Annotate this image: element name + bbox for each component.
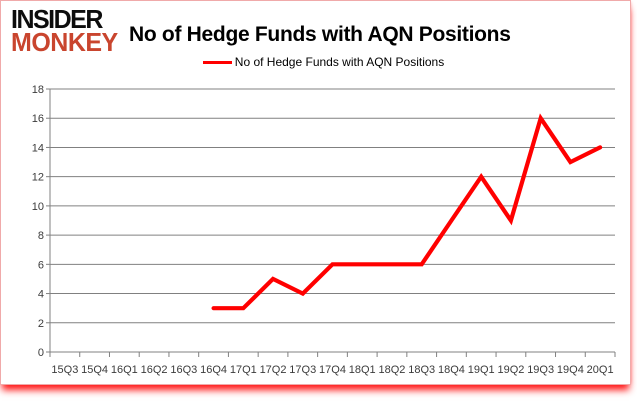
- x-axis-tick-label: 18Q1: [349, 364, 376, 376]
- legend-line-swatch: [202, 60, 232, 64]
- x-axis-tick-label: 19Q2: [497, 364, 524, 376]
- y-axis-tick-label: 10: [32, 201, 44, 213]
- x-axis-tick-label: 15Q3: [51, 364, 78, 376]
- x-axis-tick-label: 17Q1: [230, 364, 257, 376]
- data-line: [211, 113, 603, 311]
- x-axis-tick-label: 16Q1: [111, 364, 138, 376]
- y-axis-tick-label: 0: [38, 347, 44, 359]
- y-axis-tick-label: 2: [38, 318, 44, 330]
- y-axis-tick-label: 18: [32, 84, 44, 96]
- y-axis-tick-label: 12: [32, 172, 44, 184]
- x-axis-tick-label: 17Q2: [260, 364, 287, 376]
- logo-word-monkey: MONKEY: [11, 27, 118, 58]
- logo-word-insider: INSIDER: [11, 4, 103, 35]
- y-axis-tick-label: 4: [38, 289, 44, 301]
- y-axis-tick-label: 6: [38, 259, 44, 271]
- chart-card: INSIDER MONKEY No of Hedge Funds with AQ…: [0, 0, 631, 385]
- x-axis-tick-label: 17Q4: [319, 364, 346, 376]
- x-axis-tick-label: 18Q3: [408, 364, 435, 376]
- x-axis-tick-label: 19Q1: [468, 364, 495, 376]
- y-axis-tick-label: 14: [32, 142, 44, 154]
- legend: No of Hedge Funds with AQN Positions: [9, 55, 637, 69]
- legend-label: No of Hedge Funds with AQN Positions: [234, 55, 445, 69]
- x-axis-tick-label: 19Q3: [527, 364, 554, 376]
- insider-monkey-logo: INSIDER MONKEY: [11, 4, 129, 58]
- x-axis-tick-label: 17Q3: [289, 364, 316, 376]
- chart-title: No of Hedge Funds with AQN Positions: [129, 23, 511, 46]
- x-axis-tick-label: 16Q3: [170, 364, 197, 376]
- x-axis-tick-label: 19Q4: [557, 364, 584, 376]
- x-axis-tick-label: 15Q4: [81, 364, 108, 376]
- x-axis-tick-label: 18Q2: [379, 364, 406, 376]
- x-axis-tick-label: 16Q4: [200, 364, 227, 376]
- x-axis-tick-label: 20Q1: [587, 364, 614, 376]
- y-axis-tick-label: 16: [32, 113, 44, 125]
- x-axis-tick-label: 16Q2: [141, 364, 168, 376]
- y-axis-tick-label: 8: [38, 230, 44, 242]
- x-axis-tick-label: 18Q4: [438, 364, 465, 376]
